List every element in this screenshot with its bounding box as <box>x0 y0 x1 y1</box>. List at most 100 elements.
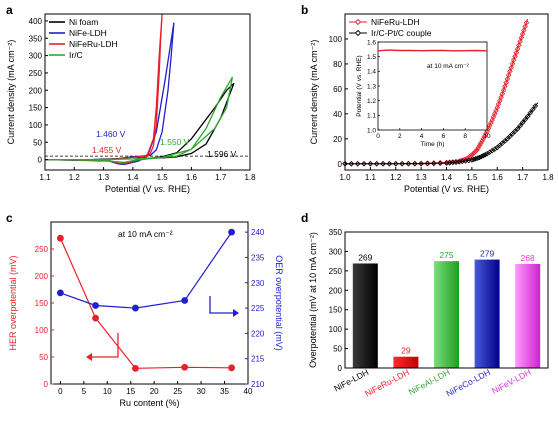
data-point <box>502 83 508 90</box>
series-line-0 <box>44 82 235 165</box>
data-point <box>513 49 520 56</box>
data-point <box>405 160 412 167</box>
panel-label-d: d <box>301 211 308 225</box>
data-point <box>495 101 502 107</box>
x-tick-label: 20 <box>150 387 159 396</box>
y-left-tick-label: 50 <box>39 353 48 362</box>
legend-label: NiFe-LDH <box>69 28 107 38</box>
data-point <box>469 152 475 158</box>
arrow-right-axis <box>209 296 233 314</box>
x-axis-label: Potential (V vs. RHE) <box>404 184 489 194</box>
series-line-3 <box>44 76 234 164</box>
legend-label: Ir/C-Pt/C couple <box>371 28 432 38</box>
legend-label: NiFeRu-LDH <box>69 39 118 49</box>
x-axis-label-vs: vs. <box>154 184 166 194</box>
data-point <box>476 154 483 161</box>
inset-x-tick-label: 6 <box>442 133 446 140</box>
inset-y-axis-label: Potential (V vs. RHE) <box>356 55 363 116</box>
y-left-tick-label: 150 <box>35 299 49 308</box>
data-point <box>373 160 380 167</box>
data-point <box>507 68 513 75</box>
bar <box>434 261 459 368</box>
data-point <box>418 160 424 167</box>
data-point <box>472 156 479 162</box>
data-point <box>386 160 393 167</box>
legend-label: Ni foam <box>69 17 98 27</box>
data-point <box>482 151 488 158</box>
plot-frame-c <box>50 221 249 385</box>
x-tick-label: 0 <box>58 387 63 396</box>
panel-a: a 1.1 1.2 1.3 1.4 1.5 1.6 1.7 1.8 0 50 100 150 200 250… <box>6 3 256 194</box>
x-tick-label: 1.6 <box>492 173 504 182</box>
data-point-her <box>132 364 139 372</box>
bar-value-label: 268 <box>521 253 535 263</box>
inset-y-tick-label: 1.3 <box>367 83 376 90</box>
bar <box>515 263 541 368</box>
inset-x-tick-label: 4 <box>420 133 424 140</box>
inset-x-tick-label: 0 <box>376 133 380 140</box>
x-axis-label-pre: Potential (V <box>404 184 453 194</box>
potential-annotation: 1.596 V <box>207 149 237 159</box>
inset-chart: 0 2 4 6 8 10 1.0 1.1 1.2 1.3 1.4 1.5 1.6 Time (h) Pote… <box>356 39 491 148</box>
y-right-tick-label: 220 <box>251 329 265 338</box>
x-tick-label: 1.8 <box>542 173 554 182</box>
data-point-her <box>228 364 235 372</box>
y-tick-label: 50 <box>33 138 42 147</box>
series-line-2 <box>44 13 163 165</box>
x-axis-label-post: RHE) <box>465 184 490 194</box>
data-point-oer <box>228 228 235 236</box>
data-point <box>471 156 477 163</box>
inset-y-tick-label: 1.2 <box>367 98 376 105</box>
x-tick-label: 30 <box>197 387 206 396</box>
y-left-axis-label: HER overpotential (mV) <box>8 255 18 350</box>
data-point <box>516 42 522 48</box>
data-point <box>522 23 528 30</box>
data-point <box>509 61 516 67</box>
data-point <box>498 94 504 101</box>
inset-x-tick-label: 10 <box>483 133 491 140</box>
data-point <box>431 160 437 167</box>
data-point <box>505 72 512 78</box>
x-tick-label: 25 <box>173 387 182 396</box>
data-point <box>509 131 516 137</box>
x-tick-label: 40 <box>244 387 253 396</box>
data-point <box>517 122 523 129</box>
data-point <box>518 34 525 41</box>
bar <box>474 259 500 368</box>
y-tick-label: 350 <box>329 228 343 237</box>
y-right-tick-label: 240 <box>251 228 265 237</box>
data-point <box>424 160 431 167</box>
x-axis-label-post: RHE) <box>166 184 191 194</box>
category-label: NiFeRu-LDH <box>363 367 411 399</box>
data-point <box>519 119 526 126</box>
data-point <box>494 104 501 111</box>
data-point <box>519 31 526 37</box>
y-right-tick-label: 235 <box>251 253 265 262</box>
data-point <box>472 148 479 155</box>
panel-c: c 0 5 10 15 20 25 30 35 40 0 50 100 150 200 250 210 215 22… <box>6 211 284 408</box>
data-point <box>517 38 523 45</box>
y-tick-label: 300 <box>29 52 43 61</box>
x-tick-label: 1.4 <box>127 173 139 182</box>
data-point <box>354 160 361 167</box>
y-tick-label: 20 <box>333 135 342 144</box>
data-point <box>437 160 443 167</box>
y-right-axis-label: OER overpotential (mV) <box>274 255 284 351</box>
data-point <box>470 151 476 157</box>
x-tick-label: 1.8 <box>244 173 256 182</box>
y-tick-label: 100 <box>329 325 343 334</box>
data-point <box>500 87 507 93</box>
potential-annotation: 1.550 V <box>160 137 190 147</box>
x-tick-label: 1.7 <box>215 173 227 182</box>
legend-label: Ir/C <box>69 50 83 60</box>
bar <box>393 356 419 368</box>
x-tick-label: 1.0 <box>339 173 351 182</box>
series-line-her <box>59 237 232 369</box>
x-tick-label: 1.5 <box>157 173 169 182</box>
plot-frame-a <box>44 13 251 171</box>
x-tick-label: 15 <box>126 387 135 396</box>
y-left-tick-label: 250 <box>35 245 49 254</box>
panel-d: d269NiFe-LDH29NiFeRu-LDH275NiFeAl-LDH279… <box>301 211 549 399</box>
data-point <box>503 79 509 86</box>
data-point-oer <box>56 289 64 297</box>
